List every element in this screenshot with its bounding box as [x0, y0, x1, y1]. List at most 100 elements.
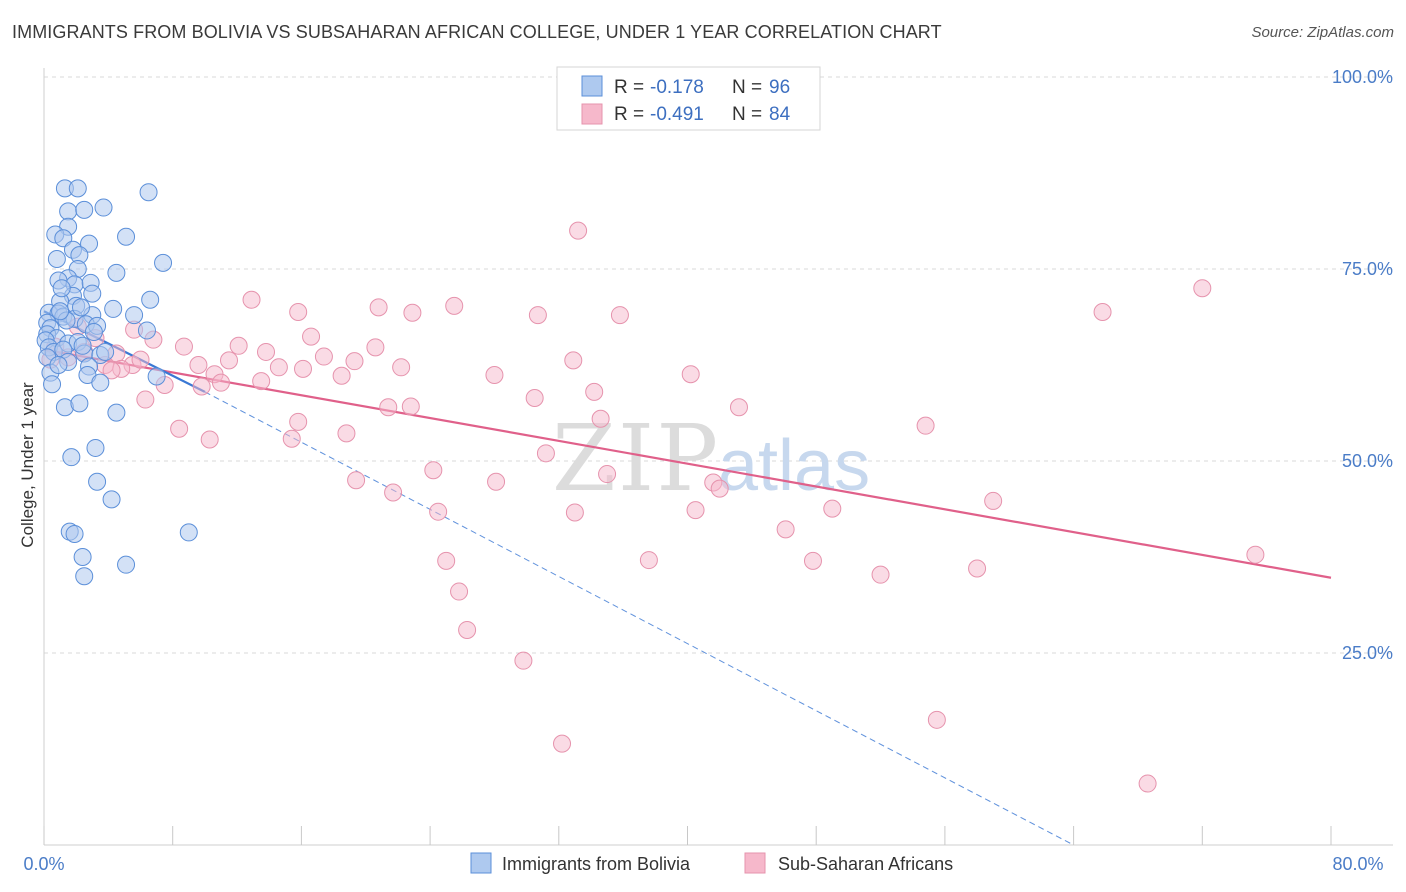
bottom-legend-swatch-pink [744, 852, 766, 874]
y-tick-labels: 25.0% 50.0% 75.0% 100.0% [1332, 67, 1393, 663]
data-point [337, 424, 356, 443]
data-point [823, 499, 842, 518]
data-point [450, 582, 469, 601]
data-point [102, 490, 121, 509]
data-point [569, 221, 588, 240]
data-point [131, 350, 150, 369]
grid-lines [44, 76, 1393, 654]
data-point [102, 361, 121, 380]
x-tick-labels: 0.0% 80.0% [23, 854, 1383, 874]
data-point [96, 342, 115, 361]
data-point [88, 472, 107, 491]
data-point [424, 461, 443, 480]
data-point [91, 373, 110, 392]
data-point [639, 551, 658, 570]
data-point [269, 358, 288, 377]
bottom-legend-label: Sub-Saharan Africans [778, 854, 953, 874]
data-point [229, 336, 248, 355]
data-point [73, 336, 92, 355]
data-point [86, 438, 105, 457]
data-point [487, 472, 506, 491]
data-point [525, 389, 544, 408]
data-point [220, 351, 239, 370]
legend-n-label: N = [732, 77, 762, 98]
data-point [139, 183, 158, 202]
data-point [403, 303, 422, 322]
data-point [179, 523, 198, 542]
data-point [598, 465, 617, 484]
data-point [242, 290, 261, 309]
data-point [927, 710, 946, 729]
data-point [49, 356, 68, 374]
data-point [345, 352, 364, 371]
data-point [192, 377, 211, 396]
data-point [154, 253, 173, 272]
data-point [553, 734, 572, 753]
trend-line-bolivia-extension [204, 391, 1074, 846]
data-point [75, 200, 94, 219]
watermark-atlas: atlas [718, 426, 870, 506]
data-point [984, 491, 1003, 510]
data-point [514, 651, 533, 670]
legend-n-label: N = [732, 104, 762, 125]
data-point [75, 567, 94, 586]
data-point [803, 551, 822, 570]
data-point [585, 382, 604, 401]
data-point [68, 179, 87, 198]
data-point [107, 263, 126, 282]
legend-swatch-blue [581, 75, 603, 97]
data-point [437, 551, 456, 570]
data-point [536, 444, 555, 463]
data-point [332, 366, 351, 385]
legend-r-label: R = [614, 77, 644, 98]
data-point [52, 279, 71, 298]
data-point [392, 358, 411, 377]
data-point [257, 342, 276, 361]
data-point [189, 356, 208, 374]
series-sub-saharan-africans [41, 221, 1265, 793]
data-point [117, 227, 136, 246]
data-point [211, 373, 230, 392]
data-point [107, 403, 126, 422]
data-point [776, 520, 795, 539]
series-immigrants-from-bolivia [36, 179, 198, 586]
y-tick-label: 75.0% [1342, 259, 1393, 279]
data-point [170, 419, 189, 438]
data-point [1093, 303, 1112, 322]
data-point [117, 555, 136, 574]
data-point [70, 394, 89, 413]
x-tick-label: 80.0% [1332, 854, 1383, 874]
data-point [200, 430, 219, 449]
data-point [384, 483, 403, 502]
y-tick-label: 25.0% [1342, 643, 1393, 663]
data-point [125, 306, 144, 325]
data-point [294, 359, 313, 378]
data-point [686, 501, 705, 520]
data-point [565, 503, 584, 522]
data-point [84, 322, 103, 341]
data-point [54, 229, 73, 248]
y-tick-label: 50.0% [1342, 451, 1393, 471]
data-point [916, 416, 935, 435]
data-point [347, 471, 366, 490]
data-point [968, 559, 987, 578]
data-point [1246, 545, 1265, 564]
legend: R = -0.178 N = 96 R = -0.491 N = 84 [556, 66, 821, 131]
data-point [51, 302, 70, 321]
source-label: Source: ZipAtlas.com [1251, 24, 1394, 41]
data-point [302, 327, 321, 346]
legend-n-value: 96 [769, 77, 790, 98]
data-point [141, 290, 160, 309]
data-point [289, 303, 308, 322]
data-point [401, 397, 420, 416]
data-point [369, 298, 388, 317]
data-point [174, 337, 193, 356]
data-point [94, 198, 113, 217]
data-point [458, 620, 477, 639]
data-point [72, 298, 91, 317]
data-point [871, 565, 890, 584]
data-point [62, 448, 81, 467]
data-point [80, 234, 99, 253]
axes [43, 68, 1393, 846]
data-point [1138, 774, 1157, 793]
